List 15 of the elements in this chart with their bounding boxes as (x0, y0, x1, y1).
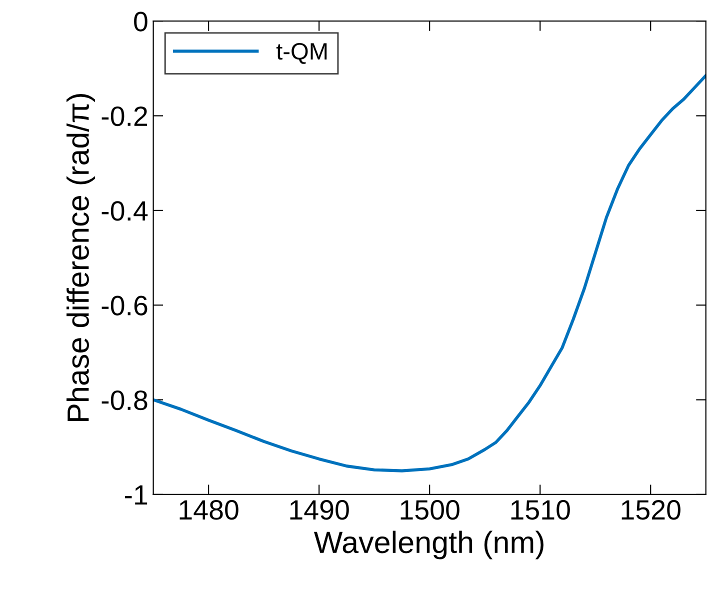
x-tick-label: 1500 (400, 500, 460, 520)
y-tick-label: -1 (124, 485, 148, 505)
y-tick-label: -0.8 (102, 390, 148, 410)
x-axis-title: Wavelength (nm) (314, 530, 544, 560)
y-tick-label: 0 (134, 12, 148, 32)
y-tick-label: -0.2 (102, 106, 148, 126)
line-series (153, 74, 706, 472)
x-tick-label: 1510 (511, 500, 570, 520)
y-tick-label: -0.4 (102, 201, 148, 221)
x-tick-label: 1480 (180, 500, 238, 520)
x-tick-label: 1520 (622, 500, 680, 520)
x-tick-label: 1490 (290, 500, 349, 520)
y-tick-label: -0.6 (102, 296, 148, 316)
legend-label: t-QM (276, 42, 327, 64)
y-axis-title: Phase difference (rad/π) (66, 94, 96, 421)
